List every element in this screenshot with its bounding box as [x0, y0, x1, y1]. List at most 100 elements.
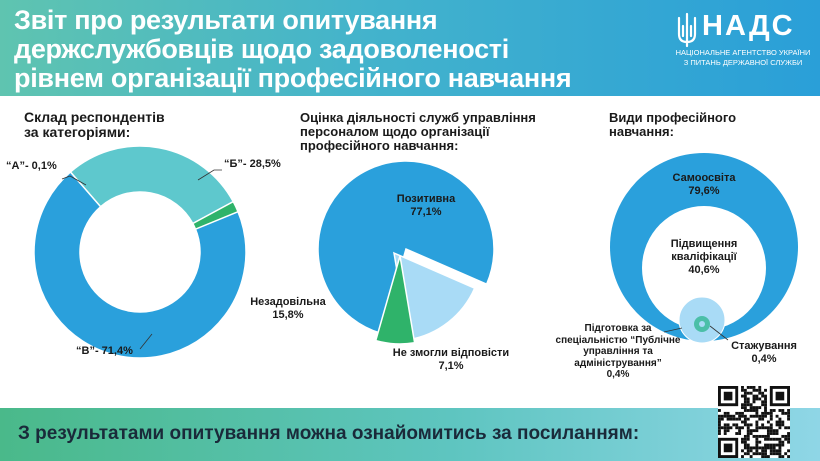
- qr-module: [769, 446, 773, 450]
- qr-code-icon[interactable]: [718, 386, 790, 458]
- qr-module: [723, 411, 727, 415]
- qr-module: [743, 443, 747, 447]
- qr-module: [741, 440, 744, 444]
- respondents-title: Склад респондентів за категоріями:: [24, 110, 165, 140]
- preparation-text-4: адміністрування”: [574, 357, 662, 369]
- qr-module: [752, 414, 756, 418]
- qr-module: [787, 417, 790, 421]
- qr-module: [787, 411, 790, 415]
- qr-module: [787, 426, 790, 430]
- qr-module: [749, 409, 753, 412]
- page-title: Звіт про результати опитування держслужб…: [14, 6, 664, 93]
- qr-module: [752, 388, 756, 392]
- qr-module: [743, 423, 747, 427]
- qr-module: [772, 432, 776, 435]
- qr-module: [766, 420, 770, 424]
- qr-module: [720, 417, 724, 421]
- bubble-qualification: [642, 206, 766, 330]
- qr-module: [723, 423, 727, 427]
- qr-module: [775, 449, 779, 453]
- qualification-text-1: Підвищення: [670, 238, 738, 250]
- qr-module: [764, 443, 767, 447]
- qr-module: [755, 434, 759, 438]
- qr-module: [778, 443, 782, 447]
- types-title: Види професійного навчання:: [609, 111, 736, 139]
- respondents-title-line-2: за категоріями:: [24, 124, 131, 140]
- qr-module: [764, 400, 767, 404]
- positive-label-text: Позитивна: [396, 193, 456, 205]
- qr-module: [761, 426, 765, 430]
- qr-module: [746, 403, 750, 407]
- negative-label-text: Незадовільна: [250, 296, 326, 308]
- qr-module: [755, 437, 759, 441]
- qr-module: [787, 409, 790, 412]
- qr-module: [761, 417, 765, 421]
- qr-module: [746, 429, 750, 433]
- qr-module: [746, 417, 750, 421]
- qr-module: [781, 420, 785, 424]
- qr-module: [741, 426, 744, 430]
- qr-module: [781, 434, 785, 438]
- respondents-donut-chart: [33, 145, 247, 359]
- qualification-label: Підвищення кваліфікації 40,6%: [659, 238, 749, 277]
- qr-module: [772, 409, 776, 412]
- qr-module: [718, 426, 721, 430]
- qr-module: [778, 446, 782, 450]
- qr-module: [735, 423, 739, 427]
- qr-module: [764, 426, 767, 430]
- qr-module: [743, 406, 747, 410]
- preparation-label: Підготовка за спеціальністю “Публічне уп…: [548, 323, 688, 381]
- qr-module: [769, 437, 773, 441]
- qr-module: [764, 403, 767, 407]
- preparation-value: 0,4%: [606, 369, 630, 380]
- qr-module: [735, 426, 739, 430]
- qr-module: [761, 394, 765, 398]
- qr-module: [766, 437, 770, 441]
- qr-module: [769, 449, 773, 453]
- qr-module: [755, 420, 759, 424]
- qr-module: [755, 426, 759, 430]
- qualification-text-2: кваліфікації: [671, 251, 737, 263]
- qr-module: [746, 432, 750, 435]
- qr-module: [758, 426, 762, 430]
- qr-module: [764, 449, 767, 453]
- qr-module: [755, 429, 759, 433]
- qr-module: [775, 432, 779, 435]
- qr-module: [769, 432, 773, 435]
- qr-module: [775, 443, 779, 447]
- qr-module: [746, 426, 750, 430]
- qr-module: [732, 414, 736, 418]
- respondents-title-line-1: Склад респондентів: [24, 109, 165, 125]
- qr-module: [743, 394, 747, 398]
- qr-module: [764, 409, 767, 412]
- qr-module: [723, 429, 727, 433]
- qr-module: [749, 432, 753, 435]
- qr-module: [758, 446, 762, 450]
- qr-module: [764, 434, 767, 438]
- qr-module: [752, 434, 756, 438]
- qr-module: [755, 452, 759, 456]
- qr-module: [749, 406, 753, 410]
- logo-subtitle: НАЦІОНАЛЬНЕ АГЕНТСТВО УКРАЇНИ З ПИТАНЬ Д…: [668, 48, 818, 68]
- title-line-1: Звіт про результати опитування: [14, 5, 438, 35]
- qr-module: [718, 414, 721, 418]
- qr-module: [746, 452, 750, 456]
- evaluation-title-line-1: Оцінка діяльності служб управління: [300, 110, 536, 125]
- self-education-value: 79,6%: [688, 185, 720, 197]
- qr-module: [778, 409, 782, 412]
- leader-line-prep: [663, 327, 683, 333]
- qr-module: [766, 426, 770, 430]
- qr-module: [746, 437, 750, 441]
- qr-module: [766, 443, 770, 447]
- nads-logo: НАДС НАЦІОНАЛЬНЕ АГЕНТСТВО УКРАЇНИ З ПИТ…: [676, 10, 816, 80]
- qr-module: [758, 440, 762, 444]
- qr-module: [772, 437, 776, 441]
- qr-module: [775, 423, 779, 427]
- types-title-line-1: Види професійного: [609, 110, 737, 125]
- title-line-2: держслужбовців щодо задоволеності: [14, 34, 509, 64]
- qr-module: [743, 440, 747, 444]
- qr-finder-tr-2: [775, 391, 785, 401]
- qr-module: [738, 432, 742, 435]
- qr-module: [743, 452, 747, 456]
- evaluation-pie-chart: [317, 160, 495, 345]
